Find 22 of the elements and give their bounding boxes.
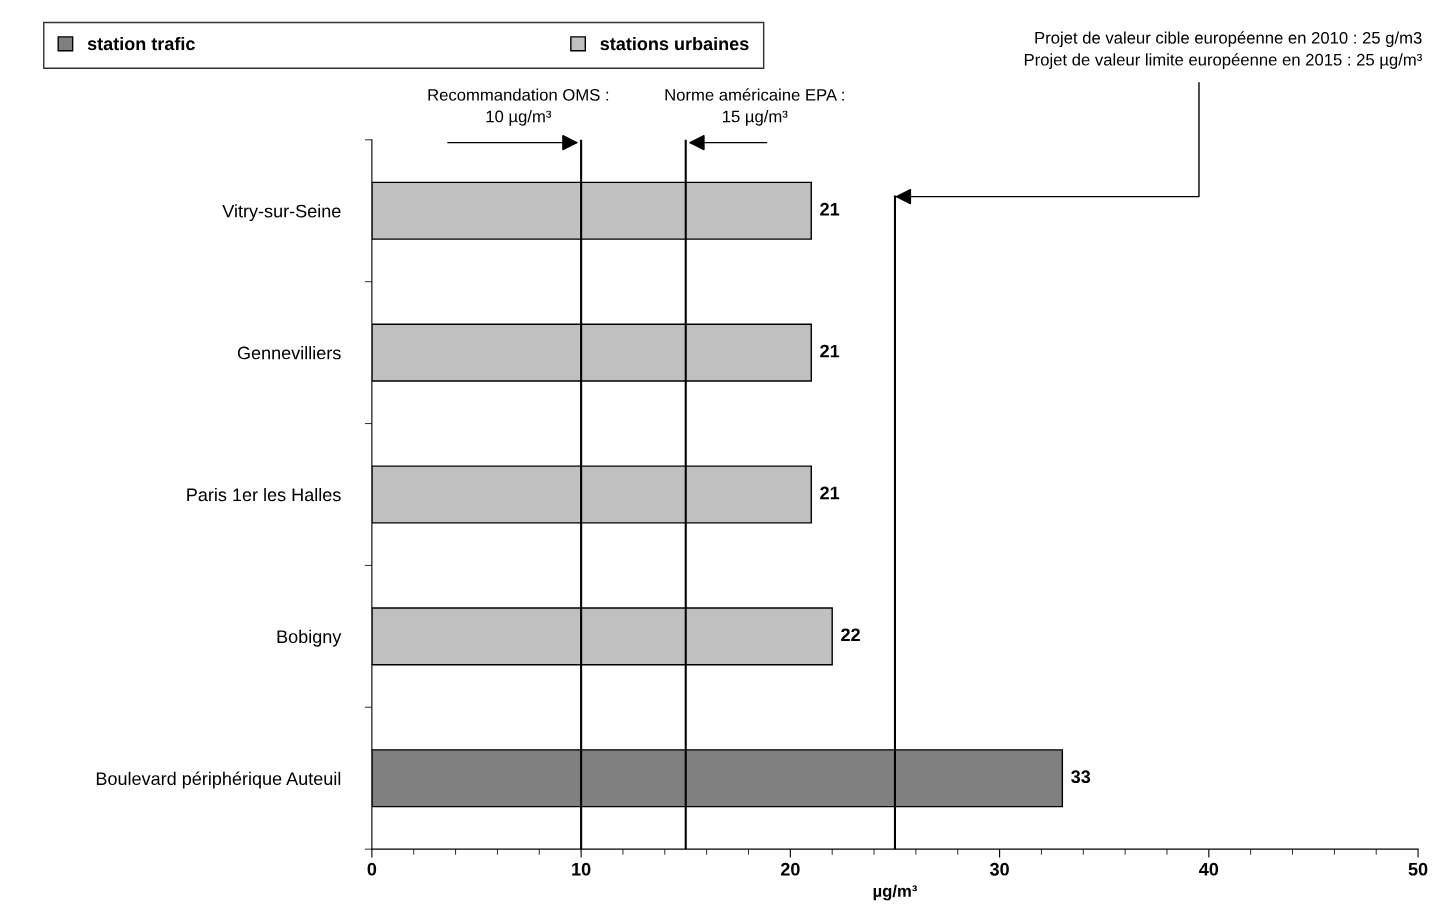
legend-label: stations urbaines xyxy=(600,36,749,51)
ref-line-label: Recommandation OMS : 10 µg/m³ xyxy=(428,88,609,126)
ref-line-label: Projet de valeur cible européenne en 2010 : 25 g/m3 Projet de valeur limite européenne en 2015 : 25 µg/m³ xyxy=(1024,31,1422,69)
x-tick-label: 50 xyxy=(1408,862,1428,876)
data-label: 22 xyxy=(841,628,860,642)
x-tick-label: 20 xyxy=(780,862,800,876)
data-label: 21 xyxy=(820,344,840,358)
x-axis-title: µg/m³ xyxy=(873,884,917,901)
y-tick-label: Vitry-sur-Seine xyxy=(222,204,341,222)
x-tick-label: 30 xyxy=(989,862,1009,876)
y-tick-label: Paris 1er les Halles xyxy=(187,487,341,502)
data-label: 21 xyxy=(820,202,840,216)
data-label: 33 xyxy=(1071,770,1091,784)
y-tick-label: Boulevard périphérique Auteuil xyxy=(96,771,341,789)
x-tick-label: 10 xyxy=(572,862,591,876)
y-tick-label: Gennevilliers xyxy=(237,346,341,360)
y-tick-label: Bobigny xyxy=(277,629,342,647)
x-tick-label: 40 xyxy=(1199,862,1219,876)
legend-label: station trafic xyxy=(87,36,195,51)
data-label: 21 xyxy=(820,486,840,500)
x-tick-label: 0 xyxy=(367,862,377,876)
ref-line-label: Norme américaine EPA : 15 µg/m³ xyxy=(665,88,844,126)
